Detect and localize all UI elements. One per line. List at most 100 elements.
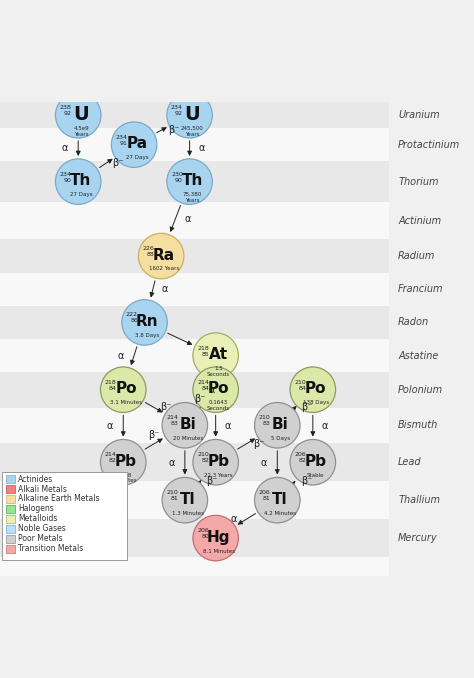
Text: α: α [168,458,175,468]
Circle shape [111,122,157,167]
Circle shape [193,333,238,378]
Text: 210: 210 [166,490,178,495]
Text: 26.8
Minutes: 26.8 Minutes [115,473,137,483]
Text: Th: Th [70,173,92,188]
Text: α: α [209,385,215,395]
Text: Ra: Ra [153,247,175,262]
Text: 90: 90 [175,178,183,182]
Text: α: α [224,421,231,431]
Text: 84: 84 [109,386,117,391]
Text: Uranium: Uranium [398,111,440,120]
Text: α: α [107,421,113,431]
Text: Pb: Pb [305,454,327,468]
Circle shape [167,159,212,204]
Text: U: U [73,105,89,124]
Circle shape [255,403,300,448]
Text: Francium: Francium [398,284,444,294]
Text: Alkaline Earth Metals: Alkaline Earth Metals [18,494,100,504]
Text: α: α [118,351,124,361]
Text: 3.8 Days: 3.8 Days [135,333,160,338]
Text: 80: 80 [201,534,209,539]
Text: Actinium: Actinium [398,216,441,226]
Text: 4.5e9
Years: 4.5e9 Years [73,125,89,136]
Text: Thorium: Thorium [398,177,438,186]
Text: β⁻: β⁻ [253,439,264,449]
Circle shape [100,367,146,412]
Bar [6,495,15,503]
Text: 92: 92 [64,111,72,117]
Text: 81: 81 [263,496,271,501]
Text: β⁻: β⁻ [160,403,172,412]
Circle shape [193,367,238,412]
Text: 214: 214 [105,452,117,457]
Text: 234: 234 [116,134,128,140]
Circle shape [122,300,167,345]
Circle shape [100,439,146,485]
Text: Radium: Radium [398,251,436,261]
Circle shape [193,439,238,485]
Text: 234: 234 [60,172,72,176]
Bar [0,443,389,481]
Text: 3.1 Minutes: 3.1 Minutes [110,400,142,405]
Text: β⁻: β⁻ [195,394,206,404]
Text: Thallium: Thallium [398,495,440,505]
Text: Hg: Hg [207,530,230,544]
Text: 214: 214 [197,380,209,384]
Text: α: α [62,144,68,153]
Text: 210: 210 [259,415,271,420]
Text: 1.3 Minutes: 1.3 Minutes [172,511,204,515]
Text: 27 Days: 27 Days [70,192,92,197]
Text: 218: 218 [105,380,117,384]
Text: 5 Days: 5 Days [271,436,290,441]
Text: α: α [184,214,191,224]
Bar [0,557,389,576]
Text: β⁻: β⁻ [168,125,179,135]
Text: 90: 90 [64,178,72,182]
Bar [6,545,15,553]
Text: 88: 88 [147,252,155,257]
Text: 82: 82 [298,458,306,463]
Text: 4.2 Minutes: 4.2 Minutes [264,511,296,515]
Bar [6,505,15,513]
Text: 234: 234 [171,105,183,111]
Text: Bi: Bi [272,417,289,432]
Text: 238: 238 [60,105,72,111]
Text: Po: Po [208,381,229,396]
Text: 206: 206 [259,490,271,495]
Text: α: α [321,421,328,431]
Text: Bi: Bi [179,417,196,432]
Text: Stable: Stable [307,473,324,478]
Text: Pb: Pb [115,454,137,468]
Text: Tl: Tl [273,492,288,506]
Circle shape [55,159,101,204]
Text: Actinides: Actinides [18,475,53,483]
Text: β⁻: β⁻ [112,158,124,168]
Text: Poor Metals: Poor Metals [18,534,63,543]
Bar [0,102,389,128]
Text: β⁻: β⁻ [301,476,312,486]
Text: Pb: Pb [208,454,229,468]
Bar [0,161,389,201]
Text: 82: 82 [109,458,117,463]
Text: Lead: Lead [398,457,422,467]
Text: 92: 92 [175,111,183,117]
Text: 27 Days: 27 Days [126,155,148,160]
Text: 222: 222 [126,313,138,317]
Text: 83: 83 [263,421,271,426]
Text: 84: 84 [298,386,306,391]
Text: Po: Po [305,381,327,396]
Text: At: At [209,347,228,362]
Text: 86: 86 [130,319,138,323]
Text: 245,500
Years: 245,500 Years [181,125,204,136]
Circle shape [290,367,336,412]
Bar [0,306,389,339]
Text: 8.1 Minutes: 8.1 Minutes [202,549,235,553]
Bar [0,481,389,519]
Bar [6,485,15,493]
Bar [0,201,389,239]
Circle shape [55,92,101,138]
Bar [6,535,15,542]
Text: β⁻: β⁻ [148,431,160,440]
Text: 218: 218 [197,346,209,351]
Circle shape [193,515,238,561]
